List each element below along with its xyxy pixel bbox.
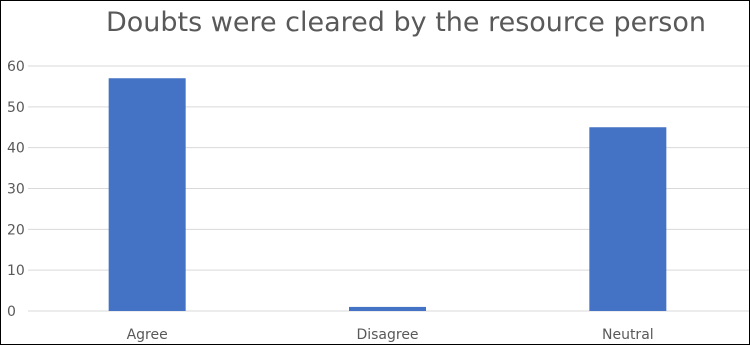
x-category-label: Disagree bbox=[356, 327, 418, 343]
x-category-label: Agree bbox=[127, 327, 168, 343]
bar-disagree bbox=[349, 306, 426, 311]
y-tick-label: 50 bbox=[7, 100, 25, 116]
bars bbox=[108, 78, 667, 311]
chart-title: Doubts were cleared by the resource pers… bbox=[105, 7, 707, 38]
bar-agree bbox=[108, 78, 186, 311]
y-tick-label: 40 bbox=[7, 141, 25, 157]
x-axis-categories: Agree Disagree Neutral bbox=[127, 327, 654, 343]
y-tick-label: 20 bbox=[7, 222, 25, 238]
x-category-label: Neutral bbox=[602, 327, 654, 343]
bar-neutral bbox=[589, 127, 667, 311]
y-tick-label: 60 bbox=[7, 59, 25, 75]
y-tick-label: 0 bbox=[7, 304, 16, 320]
y-tick-label: 30 bbox=[7, 182, 25, 198]
y-tick-label: 10 bbox=[7, 263, 25, 279]
y-axis-ticks: 0 10 20 30 40 50 60 bbox=[7, 59, 25, 320]
